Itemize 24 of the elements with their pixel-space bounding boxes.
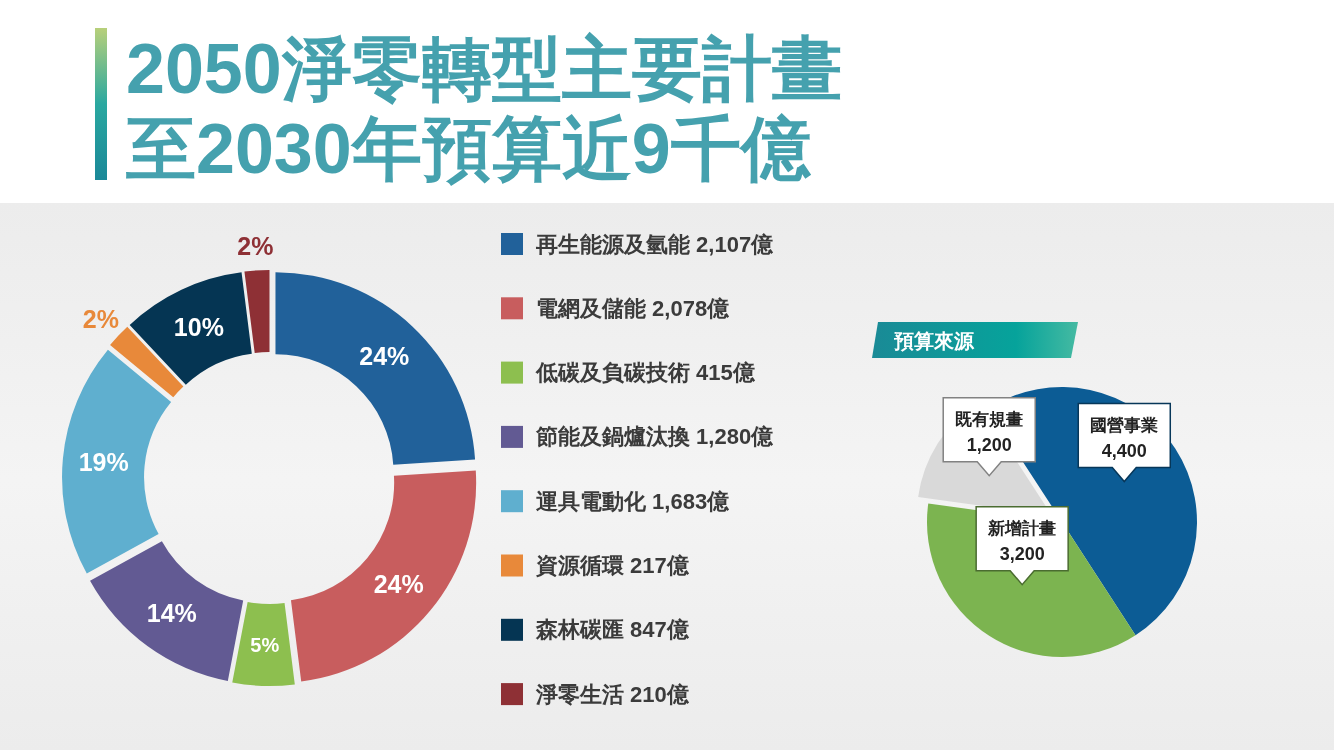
legend-label: 低碳及負碳技術 415億: [535, 360, 756, 386]
legend-label: 森林碳匯 847億: [535, 617, 690, 643]
legend-label: 資源循環 217億: [535, 553, 690, 578]
legend-label: 再生能源及氫能 2,107億: [535, 231, 775, 257]
data-label: 24%: [359, 342, 410, 371]
data-label: 1,200: [966, 434, 1012, 455]
legend-label: 運具電動化 1,683億: [536, 488, 731, 514]
data-label: 5%: [250, 633, 280, 656]
data-label: 2%: [82, 305, 119, 334]
legend-label: 電網及儲能 2,078億: [536, 295, 731, 321]
slice-label: 新增計畫: [987, 518, 1057, 538]
data-label: 4,400: [1101, 440, 1147, 461]
data-label: 14%: [146, 599, 197, 628]
data-label: 19%: [78, 448, 129, 477]
chart-title: 2050淨零轉型主要計畫至2030年預算近9千億: [125, 30, 842, 188]
slice-label: 國營事業: [1090, 415, 1159, 435]
legend-label: 淨零生活 210億: [535, 681, 690, 707]
slice-label: 既有規畫: [955, 409, 1024, 429]
data-label: 3,200: [999, 543, 1045, 564]
data-label: 10%: [173, 312, 224, 341]
legend-label: 節能及鍋爐汰換 1,280億: [535, 424, 775, 450]
chart-title: 預算來源: [893, 330, 975, 352]
data-label: 2%: [237, 232, 274, 261]
data-label: 24%: [373, 570, 424, 599]
